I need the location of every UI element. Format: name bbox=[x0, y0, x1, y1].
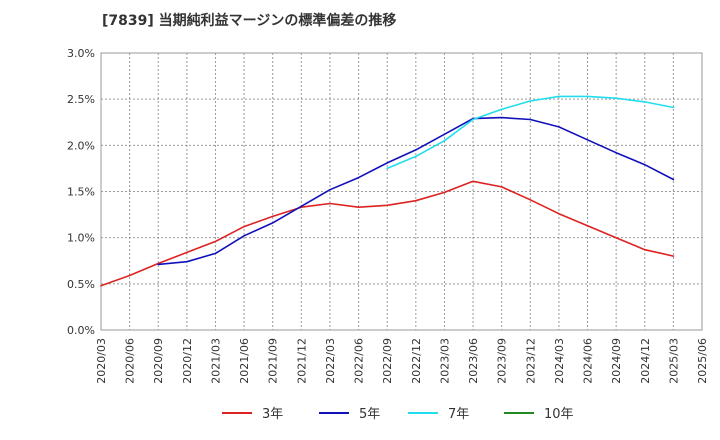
y-tick-label: 2.0% bbox=[67, 139, 95, 152]
x-tick-label: 2020/06 bbox=[124, 338, 137, 384]
y-tick-label: 1.0% bbox=[67, 232, 95, 245]
legend-label: 10年 bbox=[544, 407, 574, 422]
series-layer bbox=[100, 95, 675, 287]
x-tick-label: 2022/09 bbox=[381, 338, 394, 384]
x-tick-label: 2023/12 bbox=[524, 338, 537, 384]
x-tick-label: 2020/03 bbox=[95, 338, 108, 384]
x-tick-label: 2021/09 bbox=[267, 338, 280, 384]
x-tick-label: 2023/09 bbox=[496, 338, 509, 384]
x-tick-label: 2022/06 bbox=[353, 338, 366, 384]
legend-label: 5年 bbox=[359, 407, 380, 422]
x-tick-label: 2025/03 bbox=[667, 338, 680, 384]
x-tick-label: 2020/12 bbox=[181, 338, 194, 384]
x-tick-label: 2021/06 bbox=[238, 338, 251, 384]
x-tick-label: 2021/03 bbox=[209, 338, 222, 384]
legend-label: 3年 bbox=[262, 407, 283, 422]
y-tick-label: 0.0% bbox=[67, 324, 95, 337]
chart-title: [7839] 当期純利益マージンの標準偏差の推移 bbox=[102, 13, 397, 29]
x-tick-label: 2024/03 bbox=[553, 338, 566, 384]
x-tick-label: 2024/06 bbox=[582, 338, 595, 384]
grid-layer bbox=[100, 52, 703, 331]
series-line-0 bbox=[100, 180, 675, 287]
x-tick-label: 2020/09 bbox=[152, 338, 165, 384]
x-tick-label: 2024/12 bbox=[639, 338, 652, 384]
y-tick-label: 2.5% bbox=[67, 93, 95, 106]
x-tick-label: 2022/12 bbox=[410, 338, 423, 384]
y-tick-label: 1.5% bbox=[67, 186, 95, 199]
legend-label: 7年 bbox=[448, 407, 469, 422]
y-tick-label: 3.0% bbox=[67, 47, 95, 60]
x-tick-label: 2021/12 bbox=[295, 338, 308, 384]
x-tick-label: 2022/03 bbox=[324, 338, 337, 384]
series-line-2 bbox=[386, 95, 675, 170]
x-tick-label: 2025/06 bbox=[696, 338, 709, 384]
y-tick-label: 0.5% bbox=[67, 278, 95, 291]
x-tick-label: 2023/03 bbox=[438, 338, 451, 384]
x-tick-label: 2024/09 bbox=[610, 338, 623, 384]
legend: 3年 5年 7年 10年 bbox=[222, 407, 574, 422]
axis-layer: 0.0% 0.5% 1.0% 1.5% 2.0% 2.5% 3.0% 2020/03 2020/… bbox=[67, 47, 709, 384]
series-line-1 bbox=[157, 116, 675, 266]
x-tick-label: 2023/06 bbox=[467, 338, 480, 384]
